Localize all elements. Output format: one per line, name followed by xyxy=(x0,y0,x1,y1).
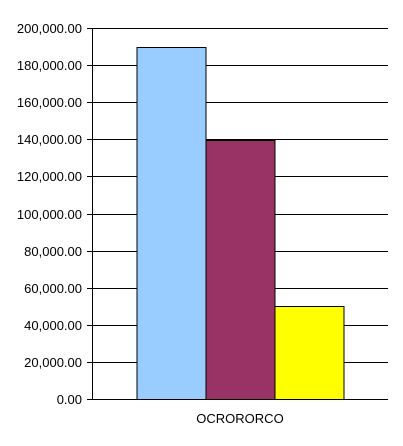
y-axis-tick-labels: 0.00 20,000.00 40,000.00 60,000.00 80,000.00… xyxy=(17,21,82,407)
y-tick-label: 0.00 xyxy=(57,392,82,407)
y-tick-label: 180,000.00 xyxy=(17,58,82,73)
y-tick-label: 60,000.00 xyxy=(24,281,82,296)
y-tick-label: 140,000.00 xyxy=(17,132,82,147)
x-axis-category-labels: OCRORORCO xyxy=(196,411,283,426)
bar-series-1 xyxy=(136,47,207,400)
bar-series-3 xyxy=(274,306,345,400)
axes xyxy=(92,28,388,400)
y-tick-label: 100,000.00 xyxy=(17,207,82,222)
y-tick-label: 120,000.00 xyxy=(17,169,82,184)
y-tick-label: 80,000.00 xyxy=(24,244,82,259)
y-tick-label: 160,000.00 xyxy=(17,95,82,110)
bars xyxy=(136,47,345,400)
y-tick-label: 200,000.00 xyxy=(17,21,82,36)
y-tick-label: 40,000.00 xyxy=(24,318,82,333)
y-tick-label: 20,000.00 xyxy=(24,355,82,370)
bar-series-2 xyxy=(205,140,276,400)
x-category-label: OCRORORCO xyxy=(196,411,283,426)
